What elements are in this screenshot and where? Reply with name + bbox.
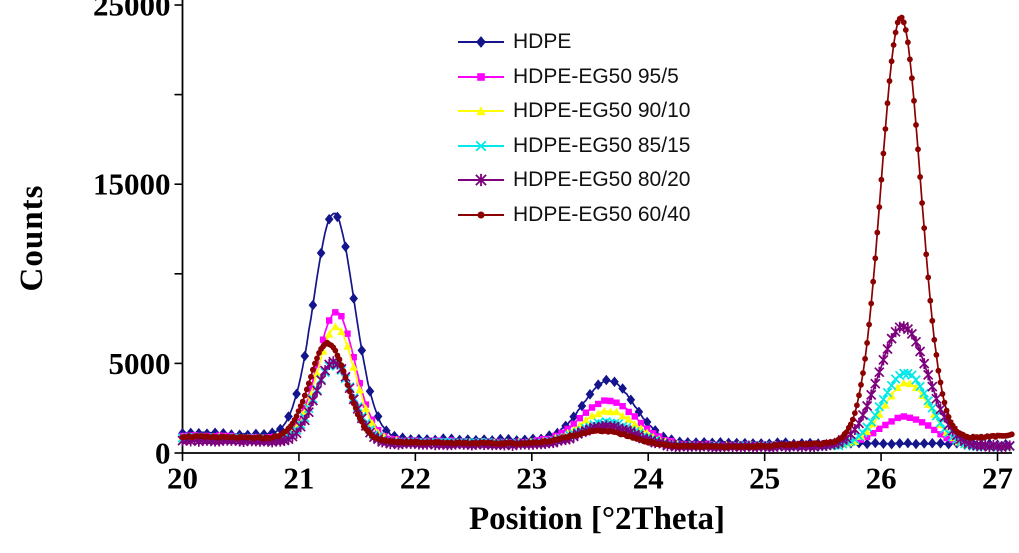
legend-label: HDPE-EG50 80/20	[513, 168, 691, 191]
legend-marker-asterisk-icon	[458, 173, 504, 187]
legend-marker-triangle-icon	[458, 106, 504, 116]
legend-marker-diamond-icon	[458, 36, 504, 48]
x-tick-label: 21	[283, 461, 314, 496]
y-axis-title: Counts	[14, 184, 50, 292]
y-tick-label: 15000	[93, 167, 171, 202]
legend-label: HDPE-EG50 60/40	[513, 202, 691, 226]
legend-label: HDPE-EG50 90/10	[513, 99, 691, 122]
legend-label: HDPE-EG50 85/15	[513, 133, 691, 157]
x-tick-label: 23	[516, 461, 547, 496]
legend-item: HDPE-EG50 85/15	[458, 134, 690, 158]
x-tick-label: 20	[167, 461, 198, 496]
x-axis-title: Position [°2Theta]	[468, 501, 726, 537]
y-tick-label: 5000	[109, 346, 171, 381]
y-tick-label: 0	[155, 436, 171, 471]
x-tick-label: 25	[749, 461, 780, 496]
legend-item: HDPE	[458, 30, 571, 54]
x-tick-label: 22	[400, 461, 431, 496]
legend-item: HDPE-EG50 80/20	[458, 168, 690, 192]
legend-item: HDPE-EG50 90/10	[458, 99, 690, 123]
legend-label: HDPE	[513, 30, 572, 53]
legend-item: HDPE-EG50 60/40	[458, 203, 690, 227]
y-tick-label: 25000	[93, 0, 171, 23]
x-tick-label: 27	[982, 461, 1013, 496]
legend-marker-xmark-icon	[458, 140, 504, 151]
x-tick-label: 26	[866, 461, 897, 496]
legend-marker-circle-icon	[458, 211, 504, 218]
legend-item: HDPE-EG50 95/5	[458, 65, 679, 89]
legend-marker-square-icon	[458, 72, 504, 81]
legend: HDPE HDPE-EG50 95/5 HDPE-EG50 90/10 HDPE-EG…	[458, 0, 728, 240]
legend-label: HDPE-EG50 95/5	[513, 64, 679, 88]
x-tick-label: 24	[633, 461, 664, 496]
